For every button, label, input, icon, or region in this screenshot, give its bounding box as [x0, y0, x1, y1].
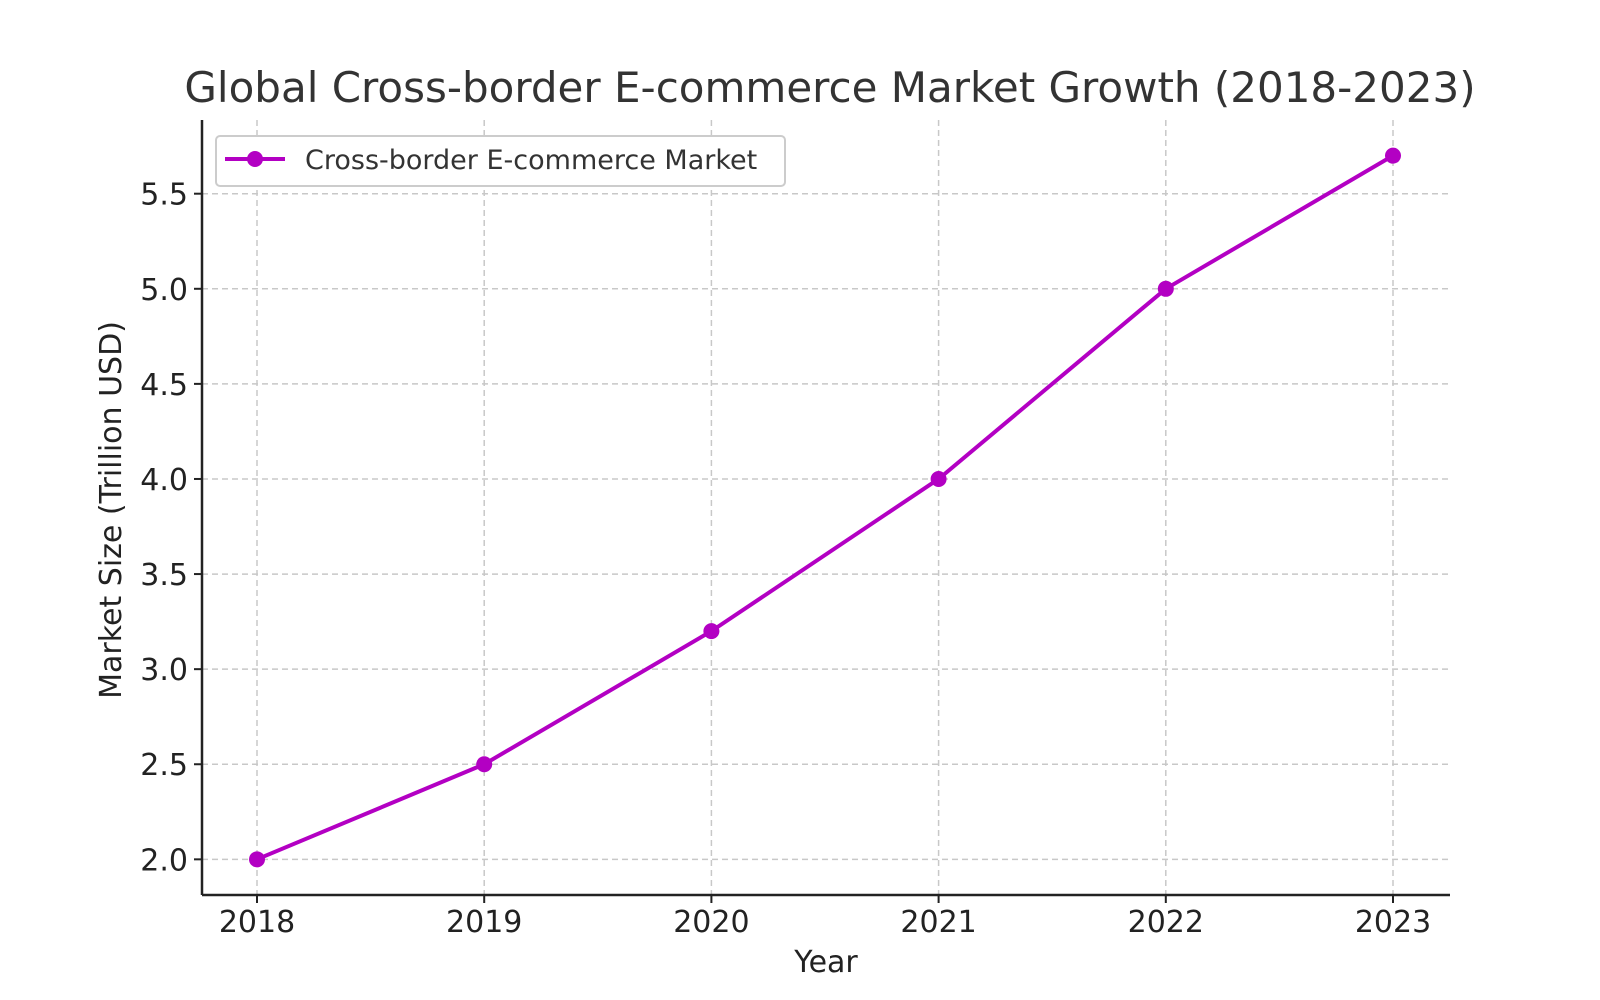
y-tick-label: 3.5 [140, 558, 188, 593]
x-tick-labels: 2018 2019 2020 2021 2022 2023 [219, 905, 1431, 940]
data-point-2019 [476, 756, 493, 773]
legend-label: Cross-border E-commerce Market [305, 145, 757, 176]
legend-box [215, 135, 786, 187]
axes [194, 120, 1450, 903]
x-tick-label: 2021 [900, 905, 976, 940]
y-tick-label: 4.0 [140, 463, 188, 498]
x-axis-label: Year [793, 945, 858, 980]
data-point-2021 [930, 470, 947, 487]
x-tick-label: 2018 [219, 905, 295, 940]
y-tick-label: 5.5 [140, 178, 188, 213]
data-series [249, 147, 1401, 868]
y-tick-labels: 2.0 2.5 3.0 3.5 4.0 4.5 5.0 5.5 [140, 178, 188, 879]
x-tick-label: 2022 [1128, 905, 1204, 940]
y-tick-label: 2.5 [140, 748, 188, 783]
data-point-2022 [1157, 280, 1174, 297]
x-tick-label: 2019 [446, 905, 522, 940]
legend-marker [247, 151, 263, 167]
x-tick-label: 2023 [1355, 905, 1431, 940]
y-tick-label: 4.5 [140, 368, 188, 403]
data-point-2023 [1385, 147, 1401, 164]
data-point-2020 [703, 623, 720, 640]
x-tick-label: 2020 [673, 905, 749, 940]
series-line [255, 153, 1395, 862]
y-tick-label: 5.0 [140, 273, 188, 308]
legend: Cross-border E-commerce Market [215, 135, 786, 187]
data-point-2018 [249, 851, 265, 868]
y-tick-label: 3.0 [140, 653, 188, 688]
y-tick-label: 2.0 [140, 843, 188, 878]
chart-title: Global Cross-border E-commerce Market Gr… [184, 63, 1475, 112]
y-axis-label: Market Size (Trillion USD) [94, 321, 129, 699]
